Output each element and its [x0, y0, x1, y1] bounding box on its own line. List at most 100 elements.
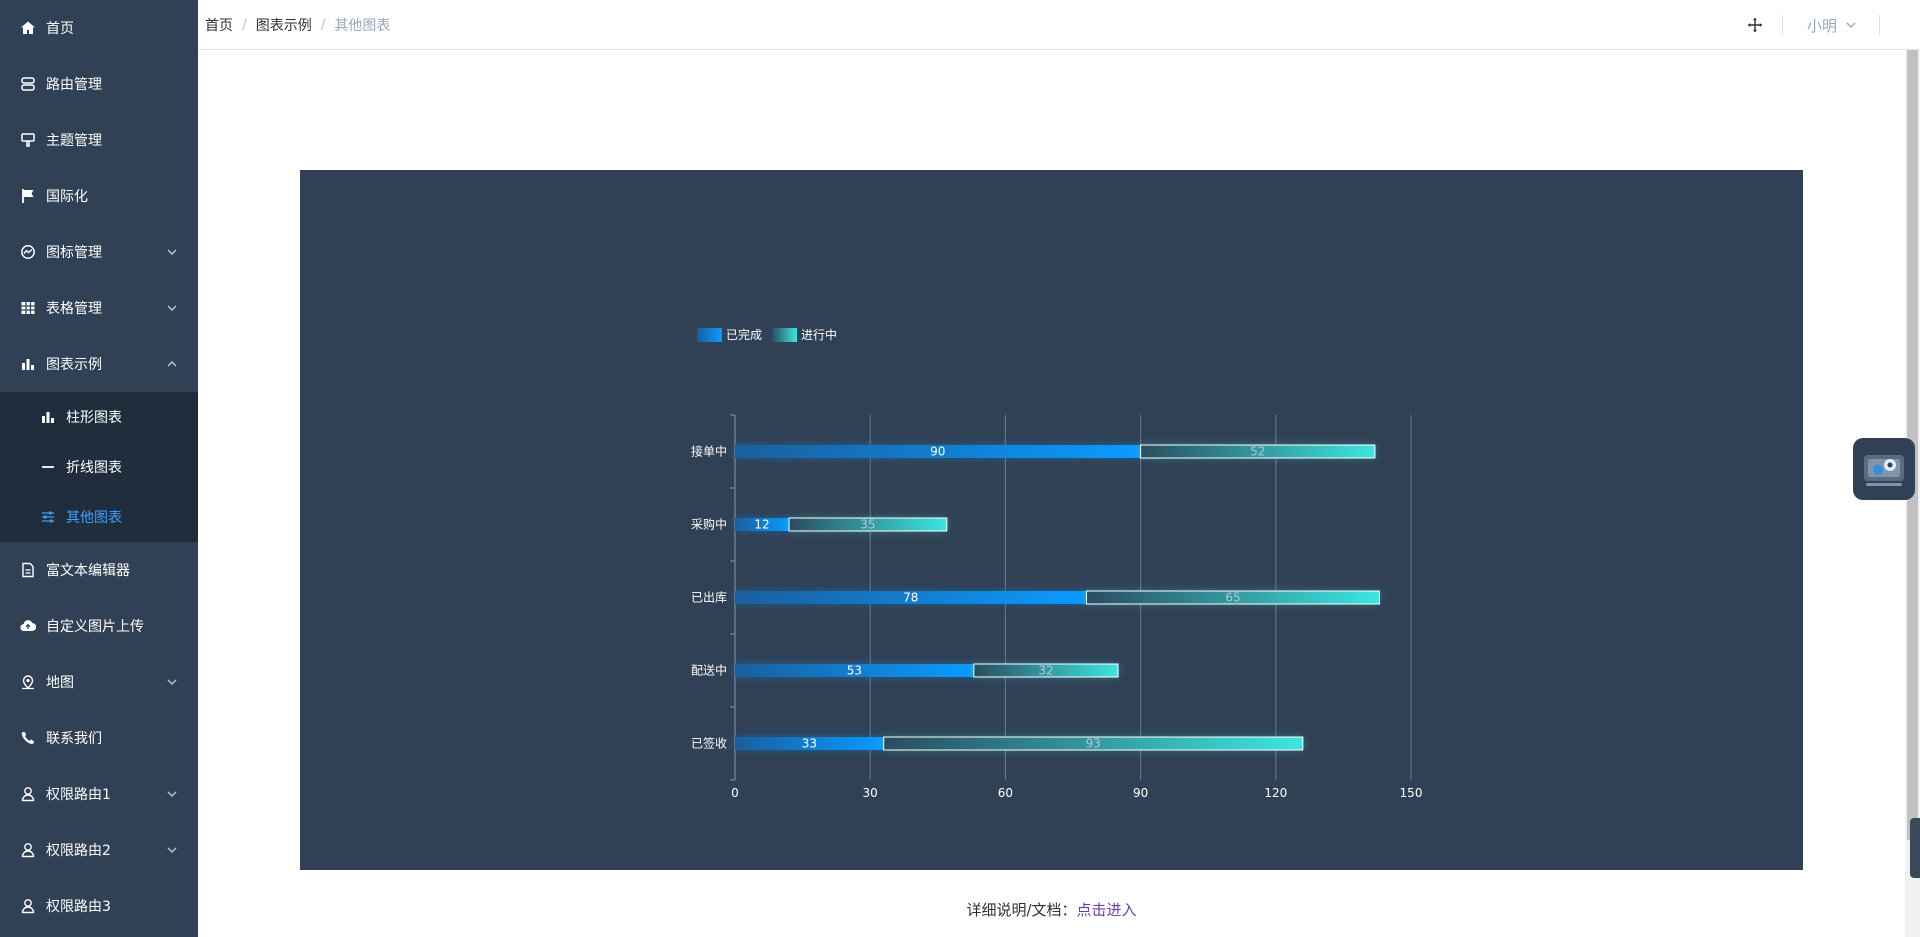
x-tick-label: 90 — [1133, 786, 1148, 800]
document-icon — [20, 562, 36, 578]
y-category-label: 已签收 — [691, 736, 727, 751]
map-pin-icon — [20, 674, 36, 690]
menu-label: 图表示例 — [46, 357, 102, 373]
menu-item-i18n[interactable]: 国际化 — [0, 168, 198, 224]
x-tick-label: 150 — [1400, 786, 1423, 800]
header-actions: 小明 — [1746, 0, 1880, 50]
menu-label: 图标管理 — [46, 245, 102, 261]
x-tick-label: 120 — [1264, 786, 1287, 800]
move-arrows-icon — [1747, 18, 1762, 32]
menu-label: 权限路由2 — [46, 843, 111, 859]
side-edge-tab[interactable] — [1910, 818, 1920, 878]
user-dropdown[interactable]: 小明 — [1807, 15, 1857, 36]
breadcrumb-separator: / — [242, 17, 247, 33]
menu-item-image-upload[interactable]: 自定义图片上传 — [0, 598, 198, 654]
route-icon — [20, 76, 36, 92]
bar-completed[interactable] — [735, 664, 974, 677]
breadcrumb-current: 其他图表 — [334, 18, 391, 34]
menu-item-rich-text-editor[interactable]: 富文本编辑器 — [0, 542, 198, 598]
legend-label[interactable]: 已完成 — [726, 327, 762, 342]
submenu-label: 柱形图表 — [66, 410, 122, 426]
bar-completed[interactable] — [735, 737, 884, 750]
table-icon — [20, 300, 36, 316]
menu-item-icon-management[interactable]: 图标管理 — [0, 224, 198, 280]
breadcrumb-separator: / — [320, 17, 326, 33]
bar-chart-icon — [40, 409, 56, 425]
sidebar: 首页 路由管理 主题管理 国际化 图标管理 表格管理 图 — [0, 0, 198, 937]
doc-link[interactable]: 点击进入 — [1076, 901, 1137, 919]
user-icon — [20, 786, 36, 802]
header-divider — [1879, 15, 1880, 35]
header-divider — [1781, 15, 1783, 35]
bar-completed[interactable] — [735, 591, 1087, 604]
y-category-label: 接单中 — [691, 444, 727, 459]
x-tick-label: 60 — [998, 786, 1013, 800]
bar-in-progress[interactable] — [883, 736, 1304, 751]
cloud-upload-icon — [20, 618, 36, 634]
submenu-item-other-charts[interactable]: 其他图表 — [0, 492, 198, 542]
user-icon — [20, 898, 36, 914]
legend-swatch[interactable] — [772, 328, 797, 342]
bar-completed[interactable] — [735, 518, 790, 531]
menu-label: 富文本编辑器 — [46, 563, 130, 579]
chevron-down-icon — [167, 847, 177, 853]
chevron-down-icon — [167, 305, 177, 311]
legend-swatch[interactable] — [697, 328, 722, 342]
y-category-label: 采购中 — [691, 517, 727, 532]
bar-in-progress[interactable] — [1086, 590, 1380, 605]
phone-icon — [20, 730, 36, 746]
menu-item-permission-route-1[interactable]: 权限路由1 — [0, 766, 198, 822]
legend-label[interactable]: 进行中 — [801, 327, 837, 342]
menu-item-table-management[interactable]: 表格管理 — [0, 280, 198, 336]
menu-label: 表格管理 — [46, 301, 102, 317]
bar-in-progress[interactable] — [1140, 444, 1376, 459]
submenu-item-bar-chart[interactable]: 柱形图表 — [0, 392, 198, 442]
main-content: 0 30 60 90 120 150 接单中 90 52 采购中 12 35 已出库 78 65 配送中 53 3… — [198, 51, 1905, 937]
home-icon — [20, 20, 36, 36]
menu-item-home[interactable]: 首页 — [0, 0, 198, 56]
chevron-up-icon — [167, 361, 177, 367]
menu-label: 路由管理 — [46, 77, 102, 93]
flag-icon — [20, 188, 36, 204]
chart-circle-icon — [20, 244, 36, 260]
status-bar-chart: 0 30 60 90 120 150 接单中 90 52 采购中 12 35 已出库 78 65 配送中 53 3… — [691, 327, 1423, 800]
breadcrumb-home[interactable]: 首页 — [205, 18, 233, 34]
submenu-item-line-chart[interactable]: 折线图表 — [0, 442, 198, 492]
top-navbar: 首页 / 图表示例 / 其他图表 小明 — [198, 0, 1920, 50]
submenu-label: 其他图表 — [66, 510, 122, 526]
menu-item-permission-route-2[interactable]: 权限路由2 — [0, 822, 198, 878]
assistant-icon — [1864, 455, 1904, 486]
doc-label: 详细说明/文档： — [966, 901, 1077, 919]
bar-data-label: 53 — [847, 664, 862, 678]
bar-data-label: 52 — [1250, 445, 1265, 459]
bar-in-progress[interactable] — [788, 517, 948, 532]
line-icon — [40, 459, 56, 475]
menu-item-map[interactable]: 地图 — [0, 654, 198, 710]
bar-completed[interactable] — [735, 445, 1141, 458]
bar-in-progress[interactable] — [973, 663, 1119, 678]
bar-data-label: 93 — [1086, 737, 1101, 751]
floating-assistant-button[interactable] — [1853, 438, 1915, 500]
menu-label: 主题管理 — [46, 133, 102, 149]
breadcrumb-chart-examples[interactable]: 图表示例 — [255, 18, 312, 34]
menu-item-permission-route-3[interactable]: 权限路由3 — [0, 878, 198, 934]
menu-item-chart-examples[interactable]: 图表示例 — [0, 336, 198, 392]
menu-label: 首页 — [46, 21, 74, 37]
menu-item-theme-management[interactable]: 主题管理 — [0, 112, 198, 168]
bar-data-label: 12 — [754, 518, 769, 532]
menu-item-route-management[interactable]: 路由管理 — [0, 56, 198, 112]
x-tick-label: 30 — [863, 786, 878, 800]
menu-label: 权限路由3 — [46, 899, 111, 915]
bar-data-label: 78 — [903, 591, 918, 605]
menu-label: 权限路由1 — [46, 787, 111, 803]
menu-label: 自定义图片上传 — [46, 619, 144, 635]
menu-item-contact-us[interactable]: 联系我们 — [0, 710, 198, 766]
doc-line: 详细说明/文档：点击进入 — [198, 899, 1905, 920]
fullscreen-button[interactable] — [1746, 16, 1764, 34]
menu-label: 国际化 — [46, 189, 88, 205]
submenu-chart-examples: 柱形图表 折线图表 其他图表 — [0, 392, 198, 542]
submenu-label: 折线图表 — [66, 460, 122, 476]
username: 小明 — [1806, 16, 1837, 35]
x-tick-label: 0 — [731, 786, 739, 800]
bar-chart-icon — [20, 356, 36, 372]
